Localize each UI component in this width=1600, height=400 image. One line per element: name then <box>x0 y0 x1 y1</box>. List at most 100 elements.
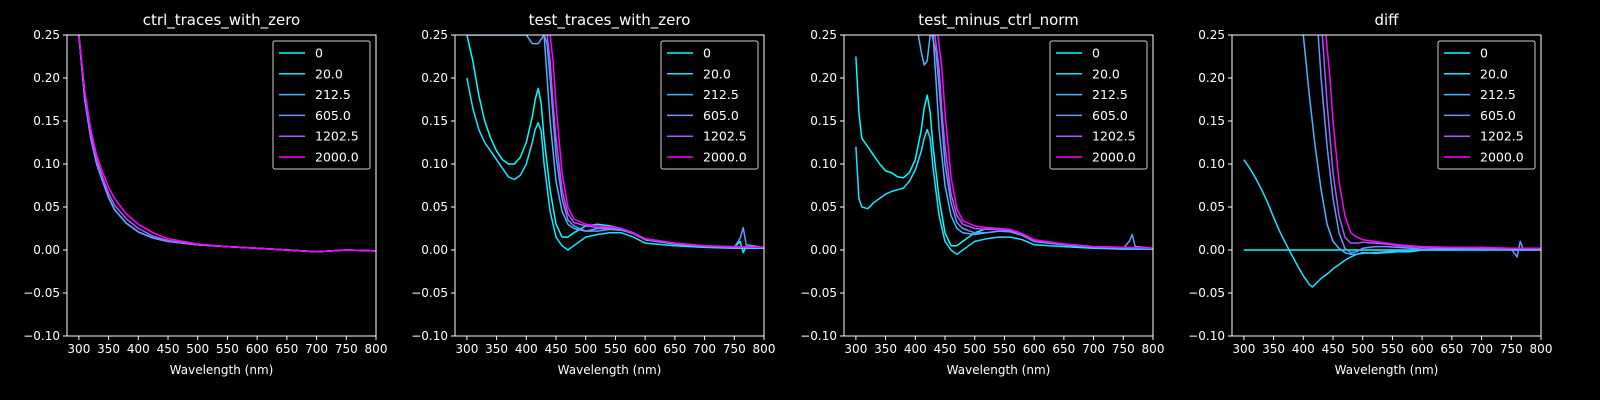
x-tick-label: 650 <box>663 342 686 356</box>
x-tick-label: 450 <box>157 342 180 356</box>
legend-label: 20.0 <box>703 66 731 81</box>
series-line-3 <box>1317 35 1541 258</box>
legend-label: 20.0 <box>315 66 343 81</box>
chart-panel-1: 300 350 400 450 500 550 600 650 700 750 800 −0.10 −0… <box>23 11 387 377</box>
x-tick-label: 500 <box>574 342 597 356</box>
legend: 0 20.0 212.5 605.0 1202.5 2000.0 <box>272 40 371 170</box>
y-tick-label: −0.05 <box>411 286 448 300</box>
series-line-1 <box>1243 159 1541 288</box>
x-tick-label: 750 <box>723 342 746 356</box>
x-tick-label: 350 <box>485 342 508 356</box>
legend-label: 0 <box>1092 46 1100 61</box>
series-line-5 <box>78 35 376 253</box>
x-tick-label: 400 <box>904 342 927 356</box>
y-tick-label: 0.20 <box>810 71 837 85</box>
legend-box <box>1049 40 1148 170</box>
legend-label: 605.0 <box>315 108 351 123</box>
chart-title: test_minus_ctrl_norm <box>918 11 1079 30</box>
y-tick-label: 0.10 <box>810 157 837 171</box>
y-tick-label: −0.10 <box>800 329 837 343</box>
y-tick-label: 0.00 <box>1198 243 1225 257</box>
x-tick-label: 450 <box>545 342 568 356</box>
legend-label: 212.5 <box>315 87 351 102</box>
x-axis-label: Wavelength (nm) <box>1335 363 1439 377</box>
y-tick-label: −0.05 <box>1188 286 1225 300</box>
legend-label: 20.0 <box>1480 66 1508 81</box>
axes-frame <box>843 34 1154 337</box>
chart-panel-3: 300 350 400 450 500 550 600 650 700 750 800 −0.10 −0… <box>800 11 1164 377</box>
y-tick-label: 0.00 <box>33 243 60 257</box>
axes-frame <box>1231 34 1542 337</box>
y-tick-label: 0.20 <box>421 71 448 85</box>
x-tick-label: 700 <box>1082 342 1105 356</box>
x-tick-label: 600 <box>246 342 269 356</box>
y-tick-label: 0.20 <box>1198 71 1225 85</box>
y-tick-label: 0.25 <box>33 28 60 42</box>
y-tick-label: 0.10 <box>33 157 60 171</box>
x-tick-label: 550 <box>604 342 627 356</box>
y-tick-label: 0.05 <box>33 200 60 214</box>
y-tick-label: 0.25 <box>1198 28 1225 42</box>
x-tick-label: 700 <box>305 342 328 356</box>
x-tick-label: 700 <box>693 342 716 356</box>
y-tick-label: 0.20 <box>33 71 60 85</box>
x-tick-label: 400 <box>1292 342 1315 356</box>
y-tick-label: 0.25 <box>810 28 837 42</box>
y-tick-label: −0.05 <box>23 286 60 300</box>
y-tick-label: 0.15 <box>421 114 448 128</box>
series-line-1 <box>466 77 764 251</box>
chart-title: test_traces_with_zero <box>529 11 691 30</box>
series-group <box>1243 35 1541 288</box>
axes-frame <box>454 34 765 337</box>
y-tick-label: −0.10 <box>23 329 60 343</box>
series-line-3 <box>931 35 1153 250</box>
legend-label: 1202.5 <box>703 129 747 144</box>
x-tick-label: 500 <box>1351 342 1374 356</box>
x-tick-label: 550 <box>1381 342 1404 356</box>
x-axis-label: Wavelength (nm) <box>947 363 1051 377</box>
x-tick-label: 600 <box>1023 342 1046 356</box>
chart-title: ctrl_traces_with_zero <box>143 11 300 30</box>
legend-label: 212.5 <box>703 87 739 102</box>
legend: 0 20.0 212.5 605.0 1202.5 2000.0 <box>1437 40 1536 170</box>
legend-box <box>272 40 371 170</box>
legend-label: 0 <box>315 46 323 61</box>
x-tick-label: 400 <box>127 342 150 356</box>
legend-label: 605.0 <box>703 108 739 123</box>
series-line-5 <box>1325 35 1541 250</box>
legend-label: 2000.0 <box>1480 150 1524 165</box>
y-tick-label: −0.10 <box>411 329 448 343</box>
legend-label: 2000.0 <box>703 150 747 165</box>
y-tick-label: 0.25 <box>421 28 448 42</box>
series-group <box>78 35 376 253</box>
legend-label: 0 <box>703 46 711 61</box>
legend-label: 212.5 <box>1092 87 1128 102</box>
y-tick-label: −0.10 <box>1188 329 1225 343</box>
x-tick-label: 800 <box>1142 342 1165 356</box>
y-tick-label: 0.15 <box>33 114 60 128</box>
x-tick-label: 750 <box>335 342 358 356</box>
legend-label: 605.0 <box>1092 108 1128 123</box>
x-tick-label: 550 <box>216 342 239 356</box>
y-tick-label: 0.05 <box>421 200 448 214</box>
legend: 0 20.0 212.5 605.0 1202.5 2000.0 <box>660 40 759 170</box>
x-tick-label: 350 <box>1262 342 1285 356</box>
x-tick-label: 800 <box>1530 342 1553 356</box>
legend-label: 1202.5 <box>1480 129 1524 144</box>
x-tick-label: 350 <box>874 342 897 356</box>
series-group <box>466 35 764 254</box>
legend-label: 0 <box>1480 46 1488 61</box>
x-tick-label: 600 <box>634 342 657 356</box>
x-tick-label: 800 <box>365 342 388 356</box>
x-tick-label: 300 <box>1232 342 1255 356</box>
x-tick-label: 400 <box>515 342 538 356</box>
x-tick-label: 550 <box>993 342 1016 356</box>
x-axis-label: Wavelength (nm) <box>170 363 274 377</box>
series-line-5 <box>937 35 1153 250</box>
y-tick-label: 0.10 <box>421 157 448 171</box>
y-tick-label: −0.05 <box>800 286 837 300</box>
x-tick-label: 500 <box>186 342 209 356</box>
legend: 0 20.0 212.5 605.0 1202.5 2000.0 <box>1049 40 1148 170</box>
series-line-2 <box>1302 35 1541 256</box>
